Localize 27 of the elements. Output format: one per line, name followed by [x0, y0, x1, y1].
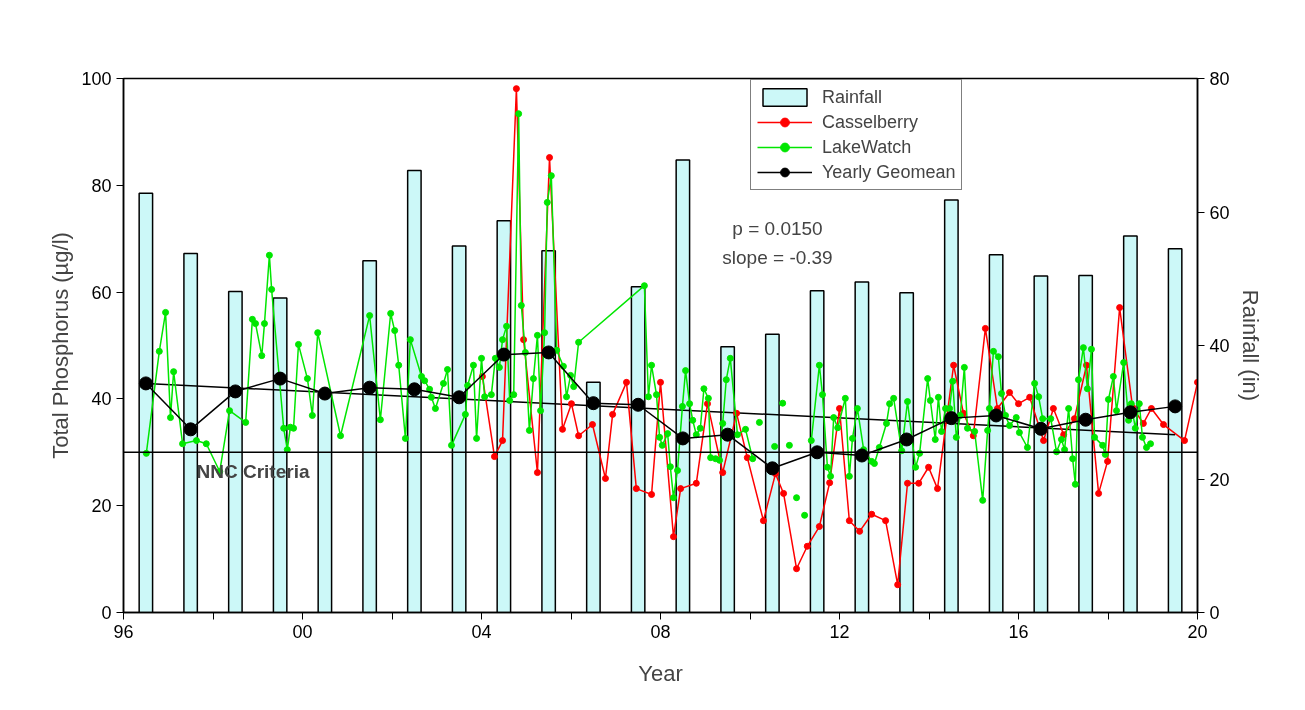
x-tick-label: 20	[1187, 621, 1208, 642]
legend-label: Casselberry	[822, 111, 919, 133]
x-tick-label: 08	[650, 621, 671, 642]
legend-label: Yearly Geomean	[822, 161, 956, 183]
y2-tick-label: 60	[1209, 202, 1230, 223]
y-tick-label: 20	[91, 496, 112, 517]
y2-axis-title: Rainfall (in)	[1237, 289, 1263, 402]
y-tick-label: 40	[91, 389, 112, 410]
x-tick-label: 12	[829, 621, 850, 642]
y2-tick-label: 80	[1209, 69, 1230, 89]
y-tick-label: 0	[101, 603, 112, 623]
y-axis-title: Total Phosphorus (µg/l)	[48, 232, 74, 459]
legend-label: LakeWatch	[822, 136, 912, 158]
x-tick-label: 96	[113, 621, 134, 642]
y-tick-label: 100	[81, 69, 112, 89]
annotation: p = 0.0150	[732, 218, 823, 239]
annotation: slope = -0.39	[722, 247, 833, 268]
y2-tick-label: 40	[1209, 336, 1230, 356]
y2-tick-label: 0	[1209, 603, 1220, 623]
x-axis-title: Year	[638, 660, 683, 686]
y-tick-label: 80	[91, 175, 112, 196]
x-tick-label: 16	[1008, 621, 1029, 642]
y-tick-label: 60	[91, 282, 112, 303]
x-tick-label: 04	[471, 621, 492, 642]
y2-tick-label: 20	[1209, 469, 1230, 490]
legend-label: Rainfall	[822, 86, 883, 108]
x-tick-label: 00	[292, 621, 313, 642]
